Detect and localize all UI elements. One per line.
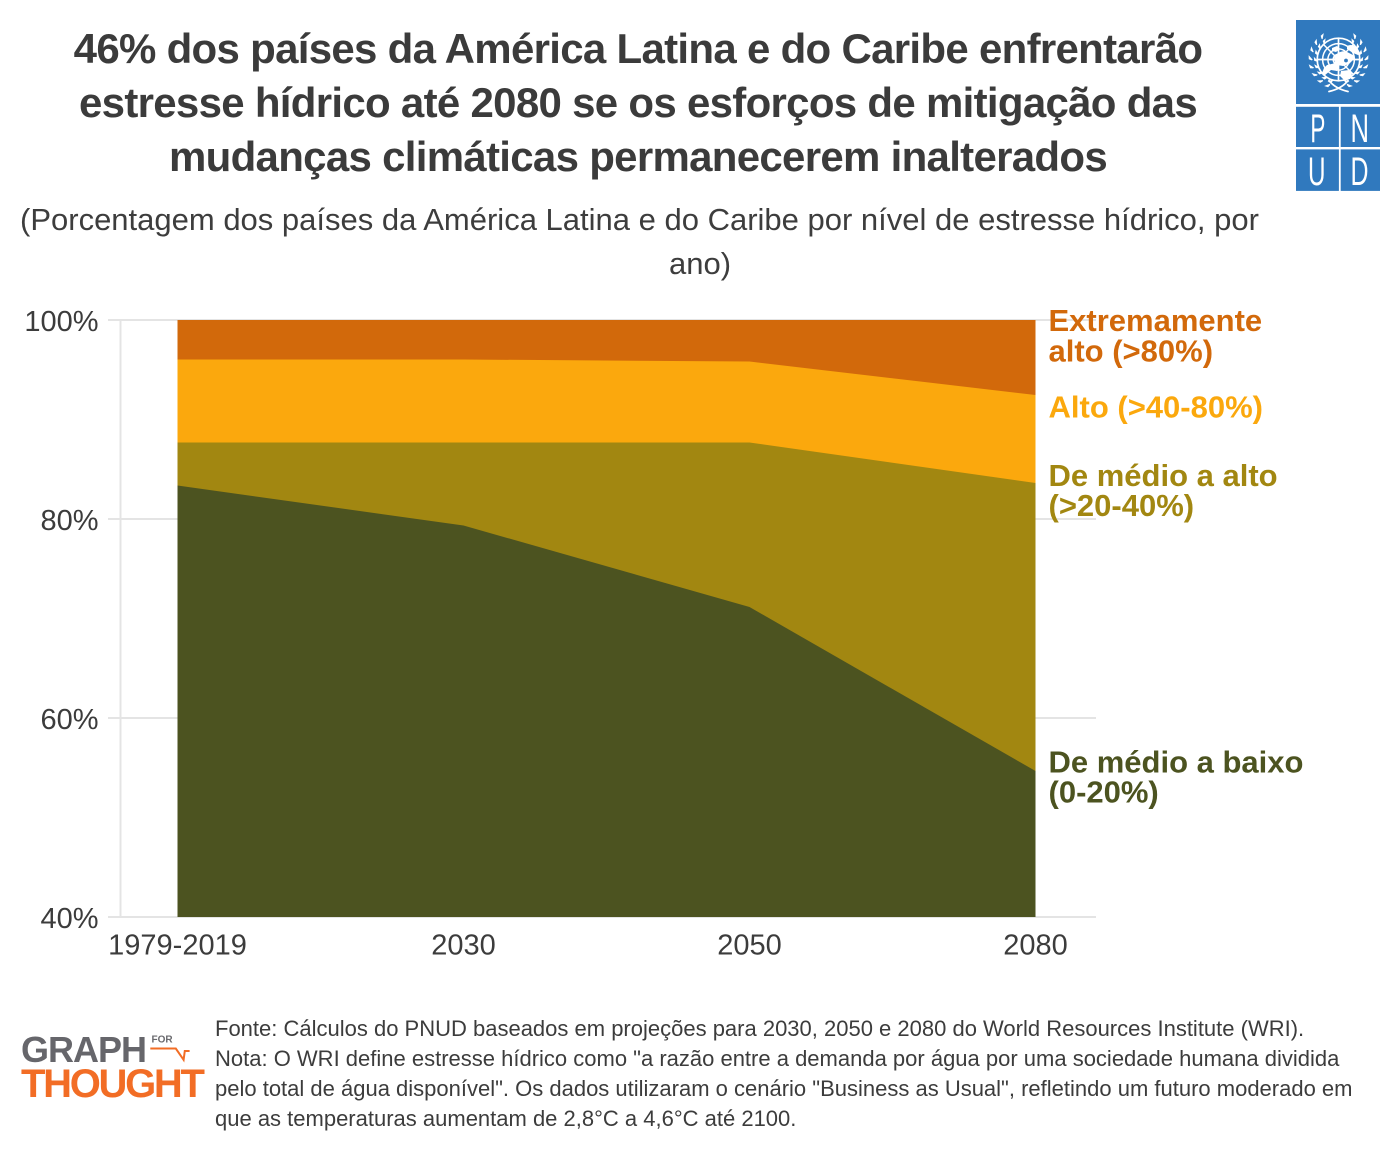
svg-text:alto (>80%): alto (>80%) [1049,334,1214,369]
svg-text:100%: 100% [24,306,98,338]
svg-text:2050: 2050 [717,930,782,962]
svg-text:Extremamente: Extremamente [1049,303,1263,338]
svg-text:40%: 40% [40,903,98,935]
svg-text:80%: 80% [40,505,98,537]
svg-text:De médio a baixo: De médio a baixo [1049,745,1304,780]
svg-text:1979-2019: 1979-2019 [108,930,247,962]
svg-text:N: N [1351,107,1370,151]
svg-text:De médio a alto: De médio a alto [1049,458,1278,493]
svg-text:Alto (>40-80%): Alto (>40-80%) [1049,390,1263,425]
svg-text:60%: 60% [40,704,98,736]
svg-text:U: U [1308,150,1326,191]
svg-text:D: D [1351,150,1369,191]
svg-text:2080: 2080 [1003,930,1068,962]
svg-text:(>20-40%): (>20-40%) [1049,488,1195,523]
svg-text:GRAPH: GRAPH [21,1029,146,1070]
svg-text:P: P [1310,107,1325,151]
svg-text:2030: 2030 [431,930,496,962]
svg-text:FOR: FOR [152,1035,174,1046]
svg-text:(0-20%): (0-20%) [1049,775,1159,810]
svg-text:THOUGHT: THOUGHT [21,1062,205,1106]
